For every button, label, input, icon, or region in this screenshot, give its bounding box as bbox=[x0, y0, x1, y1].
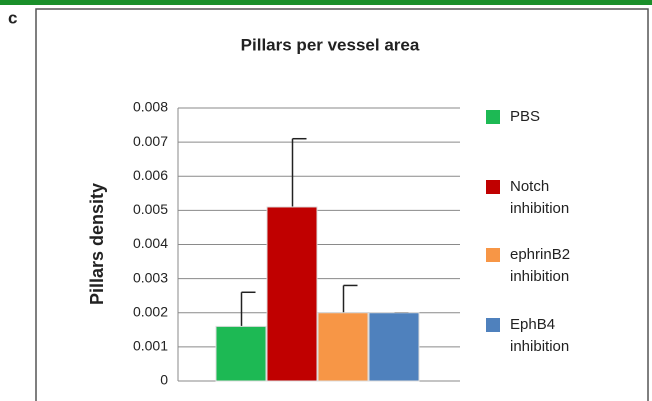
y-tick-label: 0.006 bbox=[133, 167, 168, 183]
legend-label: EphB4 inhibition bbox=[510, 316, 570, 355]
bar bbox=[368, 312, 420, 382]
y-tick-label: 0.007 bbox=[133, 133, 168, 149]
image-strip bbox=[0, 0, 652, 5]
chart-title: Pillars per vessel area bbox=[241, 35, 420, 54]
legend-swatch bbox=[486, 110, 500, 124]
legend-label: Notch inhibition bbox=[510, 178, 570, 217]
legend-label: PBS bbox=[510, 108, 541, 125]
bar bbox=[266, 206, 318, 382]
legend-item: ephrinB2 inhibition bbox=[486, 244, 596, 288]
panel-frame bbox=[35, 8, 649, 401]
y-tick-label: 0.001 bbox=[133, 338, 168, 354]
legend-item: EphB4 inhibition bbox=[486, 314, 596, 358]
y-axis-label: Pillars density bbox=[87, 183, 107, 305]
panel-label: c bbox=[8, 8, 17, 27]
legend-swatch bbox=[486, 248, 500, 262]
legend-label: ephrinB2 inhibition bbox=[510, 246, 571, 285]
y-tick-label: 0.002 bbox=[133, 303, 168, 319]
y-tick-label: 0.005 bbox=[133, 201, 168, 217]
y-tick-label: 0.008 bbox=[133, 99, 168, 115]
legend-item: PBS bbox=[486, 106, 596, 128]
legend-swatch bbox=[486, 318, 500, 332]
y-tick-label: 0.004 bbox=[133, 235, 168, 251]
y-tick-label: 0.003 bbox=[133, 269, 168, 285]
bar bbox=[317, 312, 369, 382]
legend-item: Notch inhibition bbox=[486, 176, 596, 220]
bar bbox=[215, 325, 267, 382]
y-tick-label: 0 bbox=[160, 372, 168, 388]
legend-swatch bbox=[486, 180, 500, 194]
